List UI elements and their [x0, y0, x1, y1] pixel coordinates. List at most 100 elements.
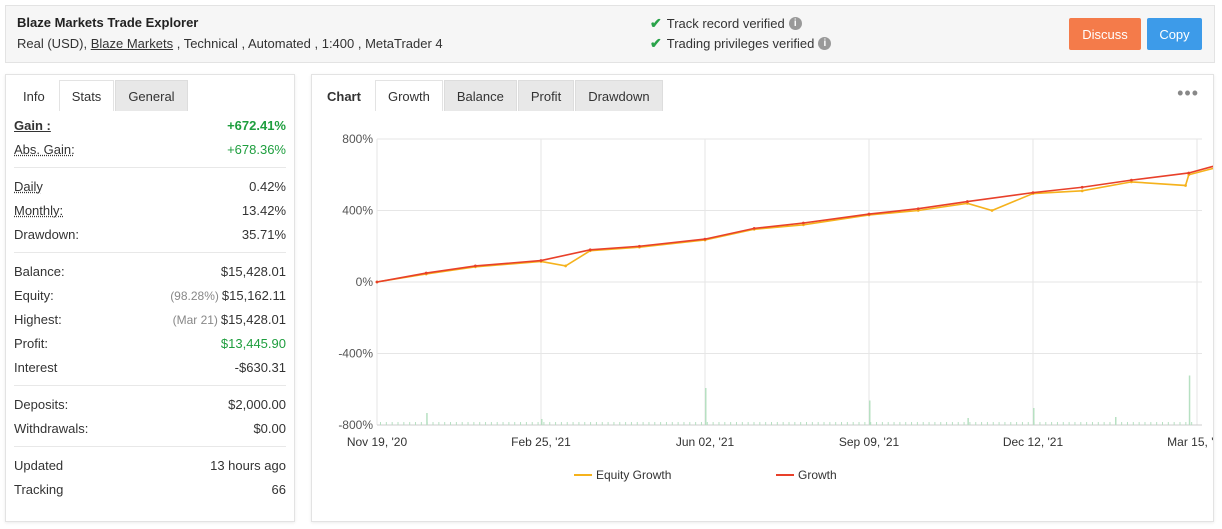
volume-bar — [619, 422, 621, 425]
tab-chart[interactable]: Chart — [314, 80, 374, 111]
volume-bar — [705, 388, 707, 425]
volume-bar — [625, 422, 627, 425]
tab-growth[interactable]: Growth — [374, 80, 443, 111]
copy-button[interactable]: Copy — [1147, 18, 1202, 50]
y-tick-label: 0% — [356, 275, 374, 289]
volume-bar — [531, 422, 533, 425]
volume-bar — [1161, 422, 1163, 425]
volume-bar — [1144, 422, 1146, 425]
gain-label[interactable]: Gain : — [14, 117, 51, 133]
tab-general[interactable]: General — [115, 80, 188, 111]
volume-bar — [1156, 422, 1158, 425]
volume-bar — [1103, 422, 1105, 425]
stat-abs-gain: Abs. Gain: +678.36% — [14, 137, 286, 161]
stats-tabs: Info Stats General — [6, 75, 189, 111]
info-icon[interactable]: i — [788, 17, 802, 30]
account-subtitle: Real (USD), Blaze Markets , Technical , … — [17, 36, 443, 51]
stat-updated: Updated 13 hours ago — [14, 453, 286, 477]
deposits-value: $2,000.00 — [228, 396, 286, 412]
volume-bar — [595, 422, 597, 425]
volume-bar — [916, 422, 918, 425]
equity-growth-series-line — [376, 165, 1222, 283]
discuss-button[interactable]: Discuss — [1069, 18, 1141, 50]
deposits-label: Deposits: — [14, 396, 69, 412]
chart-tabs: Chart Growth Balance Profit Drawdown — [312, 75, 664, 111]
volume-bar — [432, 422, 434, 425]
volume-bar — [450, 422, 452, 425]
account-header: Blaze Markets Trade Explorer Real (USD),… — [5, 5, 1215, 63]
volume-bar — [940, 422, 942, 425]
volume-bar — [677, 422, 679, 425]
volume-bar — [1121, 422, 1123, 425]
volume-bar — [969, 422, 971, 425]
volume-bar — [525, 422, 527, 425]
drawdown-label: Drawdown: — [14, 226, 80, 242]
growth-point — [1031, 191, 1035, 195]
volume-bar — [963, 422, 965, 425]
volume-bar — [671, 422, 673, 425]
more-options-icon[interactable]: ••• — [1177, 83, 1199, 103]
volume-bar — [607, 422, 609, 425]
volume-bar — [426, 422, 428, 425]
highest-value: $15,428.01 — [220, 311, 286, 327]
tab-info[interactable]: Info — [10, 80, 58, 111]
volume-bar — [806, 422, 808, 425]
volume-bar — [858, 422, 860, 425]
growth-point — [375, 280, 379, 284]
stats-panel: Info Stats General Gain : +672.41% Abs. … — [5, 74, 295, 522]
growth-point — [588, 248, 592, 252]
stat-monthly: Monthly: 13.42% — [14, 198, 286, 222]
volume-bar — [1191, 422, 1193, 425]
growth-point — [638, 244, 641, 248]
tab-profit[interactable]: Profit — [517, 80, 575, 111]
volume-bar — [1045, 422, 1047, 425]
volume-bar — [665, 422, 667, 425]
account-type: Real (USD), — [17, 36, 88, 51]
volume-bar — [613, 422, 615, 425]
volume-bar — [730, 422, 732, 425]
volume-bar — [1021, 422, 1023, 425]
daily-label[interactable]: Daily — [14, 178, 43, 194]
volume-bar — [1109, 422, 1111, 425]
volume-bar — [829, 422, 831, 425]
volume-bar — [1033, 422, 1035, 425]
growth-point — [867, 212, 871, 216]
volume-bar — [846, 422, 848, 425]
volume-bar — [998, 422, 1000, 425]
equity-label: Equity: — [14, 287, 54, 303]
volume-bar — [426, 413, 428, 425]
stat-daily: Daily 0.42% — [14, 174, 286, 198]
abs-gain-label[interactable]: Abs. Gain: — [14, 141, 75, 157]
volume-bar — [560, 422, 562, 425]
volume-bar — [841, 422, 843, 425]
monthly-label[interactable]: Monthly: — [14, 202, 64, 218]
info-icon[interactable]: i — [818, 37, 832, 50]
tab-balance[interactable]: Balance — [443, 80, 517, 111]
legend-label: Equity Growth — [596, 468, 671, 482]
x-tick-label: Mar 15, '22 — [1167, 435, 1213, 449]
volume-bar — [782, 422, 784, 425]
volume-bar — [1010, 422, 1012, 425]
x-tick-label: Dec 12, '21 — [1003, 435, 1064, 449]
volume-bar — [566, 422, 568, 425]
track-record-label: Track record verified — [666, 16, 785, 31]
withdrawals-value: $0.00 — [253, 420, 286, 436]
volume-bar — [759, 422, 761, 425]
growth-point — [1187, 171, 1191, 175]
broker-link[interactable]: Blaze Markets — [90, 36, 174, 51]
stat-interest: Interest -$630.31 — [14, 355, 286, 379]
stat-deposits: Deposits: $2,000.00 — [14, 392, 286, 416]
growth-chart: 800% 400% 0% -400% -800% Nov 19, '20 Feb 25, '… — [312, 113, 1222, 521]
growth-point — [802, 221, 805, 225]
highest-label: Highest: — [14, 311, 62, 327]
volume-bar — [385, 422, 387, 425]
volume-bar — [397, 422, 399, 425]
balance-value: $15,428.01 — [220, 263, 286, 279]
tab-drawdown[interactable]: Drawdown — [575, 80, 663, 111]
divider — [14, 385, 286, 386]
volume-bar — [1115, 417, 1117, 425]
equity-percent: (98.28%) — [170, 288, 219, 303]
stat-balance: Balance: $15,428.01 — [14, 259, 286, 283]
tab-stats[interactable]: Stats — [58, 80, 115, 111]
y-tick-label: 400% — [342, 204, 373, 218]
